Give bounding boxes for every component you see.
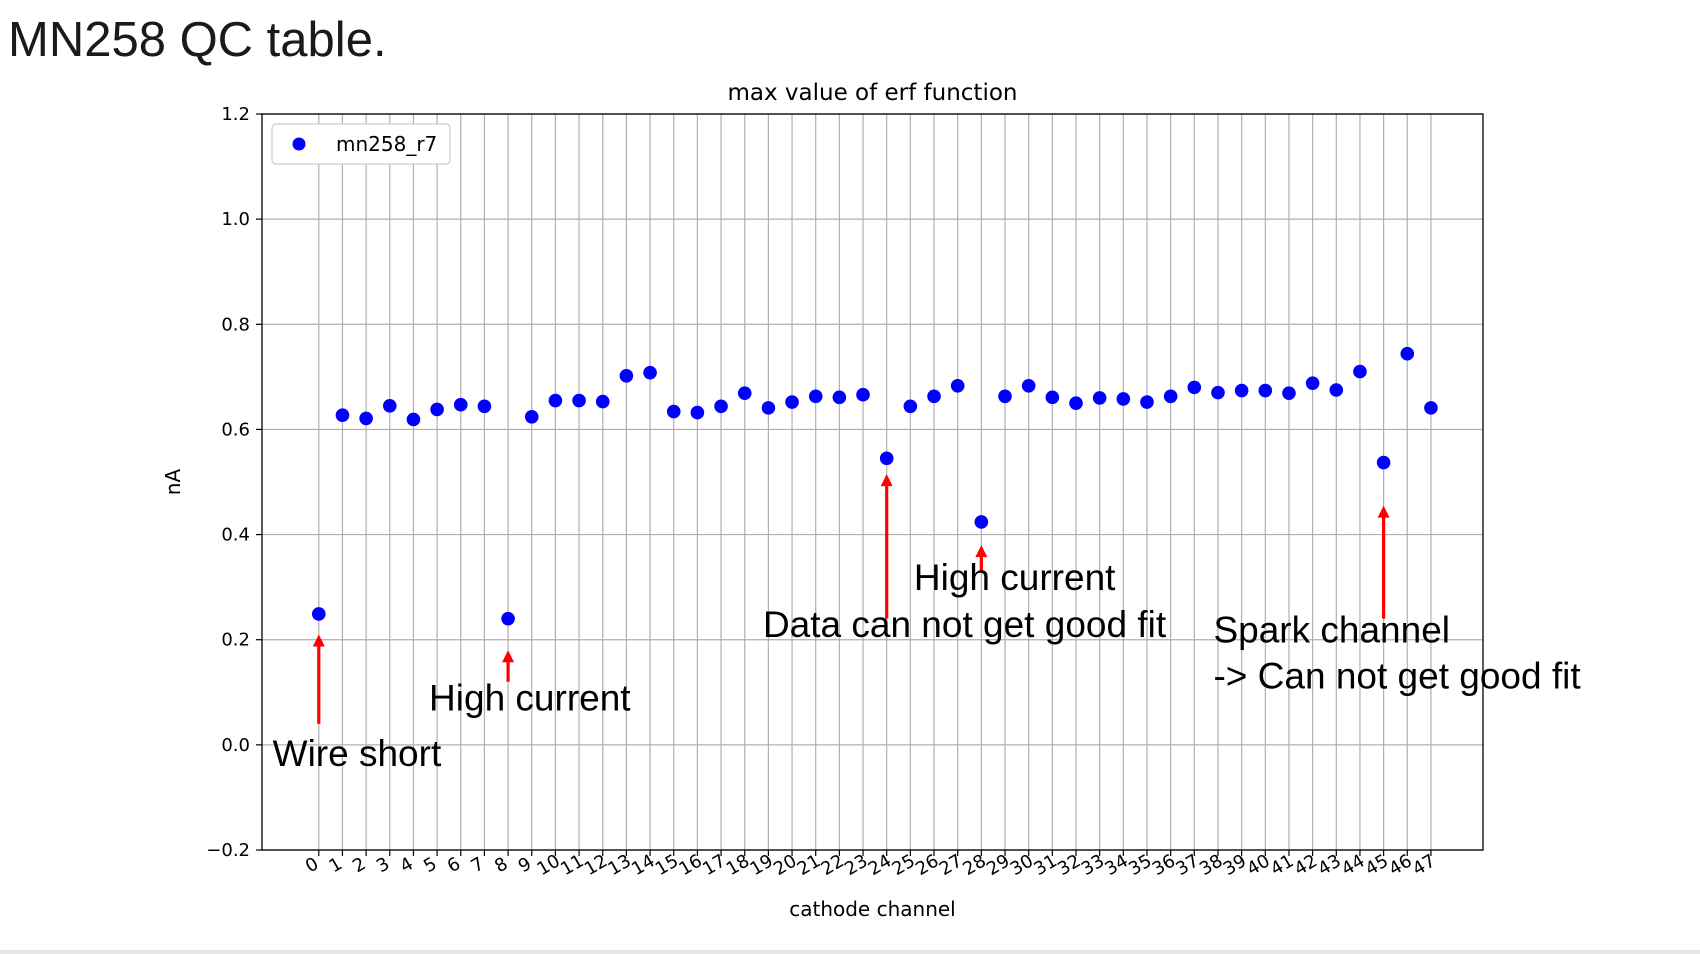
slide-title: MN258 QC table.	[8, 13, 387, 67]
legend: mn258_r7	[271, 123, 451, 165]
x-tick-label: 9	[515, 853, 535, 877]
legend-label: mn258_r7	[336, 132, 437, 156]
annotation-arrowhead	[880, 474, 893, 487]
x-axis-ticks: 0 1 2 3 4 5 6 7 8 9101112131415161718192021222324…	[302, 850, 1439, 880]
x-tick-label: 6	[444, 853, 464, 877]
x-tick-label: 8	[491, 853, 511, 877]
data-point	[1400, 346, 1415, 361]
y-tick-label: 0.8	[221, 314, 250, 335]
annotation-arrowhead	[975, 545, 988, 558]
data-point	[335, 408, 350, 423]
data-point	[1282, 386, 1296, 400]
data-point	[1069, 396, 1083, 410]
y-tick-label: 1.0	[221, 209, 250, 230]
data-point	[879, 451, 894, 466]
data-point	[690, 405, 705, 420]
annotation-text: Wire short	[273, 733, 442, 774]
data-point	[1021, 378, 1036, 393]
annotation-arrowhead	[1377, 505, 1390, 518]
data-point	[666, 404, 681, 419]
y-tick-label: −0.2	[206, 840, 250, 861]
data-point	[1163, 389, 1178, 404]
x-tick-label: 1	[325, 853, 345, 877]
data-point	[1424, 401, 1438, 415]
data-point	[477, 399, 492, 414]
data-points	[311, 346, 1438, 626]
annotation-arrowhead	[312, 634, 325, 647]
data-point	[1092, 391, 1107, 405]
data-point	[643, 365, 657, 380]
data-point	[998, 389, 1012, 404]
annotation-text: Data can not get good fit	[763, 604, 1167, 645]
data-point	[359, 411, 373, 426]
data-point	[382, 398, 397, 413]
data-point	[856, 387, 870, 402]
data-point	[927, 389, 941, 404]
data-point	[1305, 376, 1320, 390]
data-point	[1258, 383, 1273, 398]
y-tick-label: 0.4	[221, 525, 250, 546]
data-point	[1187, 380, 1202, 395]
data-point	[832, 390, 847, 405]
data-point	[714, 399, 728, 414]
data-point	[1211, 385, 1225, 400]
y-axis-ticks: −0.2 0.0 0.2 0.4 0.6 0.8 1.0 1.2	[206, 104, 262, 861]
data-point	[974, 515, 989, 529]
data-point	[1234, 383, 1249, 398]
data-point	[311, 607, 326, 621]
data-point	[950, 378, 965, 393]
y-tick-label: 0.6	[221, 419, 250, 440]
data-point	[1045, 390, 1060, 405]
data-point	[785, 395, 799, 409]
data-point	[1140, 395, 1154, 409]
annotation-text: -> Can not get good fit	[1213, 655, 1581, 696]
y-axis-label: nA	[161, 469, 185, 496]
data-point	[1353, 364, 1367, 379]
data-point	[406, 412, 421, 427]
data-point	[524, 410, 539, 424]
data-point	[761, 401, 776, 415]
data-point	[453, 397, 468, 412]
annotation-arrowhead	[502, 650, 515, 663]
annotation-text: Spark channel	[1213, 609, 1450, 650]
slide-bottom-rule	[0, 950, 1700, 954]
x-tick-label: 0	[302, 853, 322, 877]
x-tick-label: 7	[467, 853, 487, 877]
annotation-text: High current	[914, 557, 1116, 598]
data-point	[619, 369, 634, 383]
chart-title: max value of erf function	[727, 80, 1017, 106]
grid-lines	[262, 113, 1483, 851]
x-tick-label: 2	[349, 853, 369, 877]
plot-frame	[261, 113, 1484, 851]
x-tick-label: 4	[396, 853, 416, 877]
annotation-text: High current	[429, 678, 631, 719]
data-point	[430, 402, 444, 417]
legend-marker	[292, 137, 306, 151]
y-tick-label: 0.2	[221, 630, 250, 651]
data-point	[501, 611, 515, 626]
y-tick-label: 1.2	[221, 104, 250, 125]
x-tick-label: 3	[373, 853, 393, 877]
data-point	[903, 399, 918, 414]
x-tick-label: 5	[420, 853, 440, 877]
x-axis-label: cathode channel	[789, 897, 956, 921]
data-point	[1376, 455, 1391, 470]
data-point	[572, 393, 586, 408]
data-point	[808, 389, 823, 404]
data-point	[548, 393, 563, 408]
data-point	[1116, 392, 1131, 406]
legend-box	[271, 123, 451, 165]
y-tick-label: 0.0	[221, 735, 250, 756]
annotations: Wire short High current Data can not get g…	[273, 474, 1581, 774]
data-point	[737, 386, 752, 400]
x-tick-label: 47	[1409, 850, 1439, 880]
data-point	[1329, 383, 1344, 397]
data-point	[595, 394, 610, 409]
